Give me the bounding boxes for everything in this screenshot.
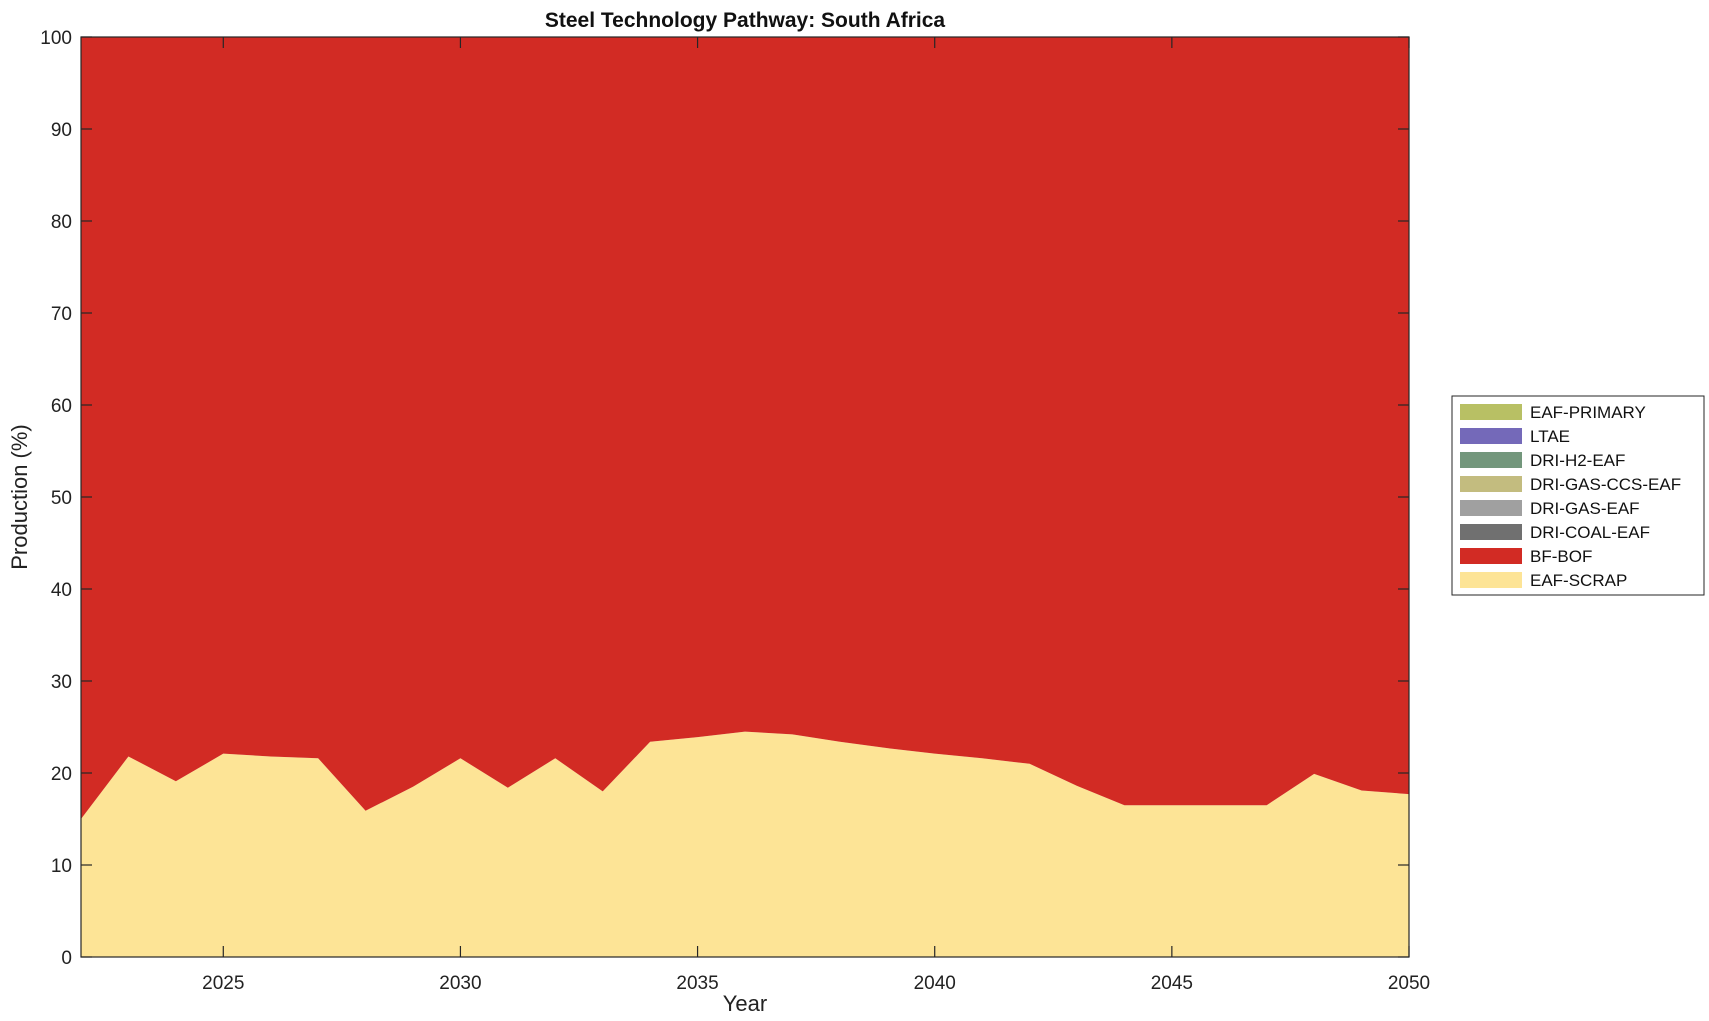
y-tick-label: 50 <box>51 488 72 509</box>
areas-layer <box>81 37 1409 957</box>
legend-swatch-bf-bof <box>1460 548 1522 564</box>
x-tick-label: 2045 <box>1151 973 1193 994</box>
legend-label-dri-gas-ccs-eaf: DRI-GAS-CCS-EAF <box>1530 475 1681 494</box>
x-tick-label: 2025 <box>202 973 244 994</box>
chart-title: Steel Technology Pathway: South Africa <box>545 9 946 32</box>
y-tick-label: 70 <box>51 304 72 325</box>
y-tick-label: 90 <box>51 120 72 141</box>
x-tick-label: 2040 <box>914 973 956 994</box>
legend-swatch-ltae <box>1460 428 1522 444</box>
y-tick-label: 40 <box>51 580 72 601</box>
legend-label-eaf-primary: EAF-PRIMARY <box>1530 403 1646 422</box>
legend-swatch-dri-gas-eaf <box>1460 500 1522 516</box>
legend-label-dri-gas-eaf: DRI-GAS-EAF <box>1530 499 1640 518</box>
area-series-eaf-scrap <box>81 731 1409 957</box>
y-tick-label: 20 <box>51 764 72 785</box>
y-tick-label: 30 <box>51 672 72 693</box>
legend-swatch-dri-gas-ccs-eaf <box>1460 476 1522 492</box>
y-tick-label: 10 <box>51 856 72 877</box>
y-tick-label: 100 <box>40 28 72 49</box>
y-tick-label: 0 <box>61 948 72 969</box>
area-series-bf-bof <box>81 37 1409 819</box>
y-tick-label: 60 <box>51 396 72 417</box>
x-tick-label: 2035 <box>676 973 718 994</box>
x-axis-title: Year <box>723 991 767 1016</box>
x-tick-label: 2030 <box>439 973 481 994</box>
legend-swatch-dri-h2-eaf <box>1460 452 1522 468</box>
legend-label-ltae: LTAE <box>1530 427 1570 446</box>
legend-swatch-eaf-primary <box>1460 404 1522 420</box>
legend-swatch-dri-coal-eaf <box>1460 524 1522 540</box>
x-tick-label: 2050 <box>1388 973 1430 994</box>
legend-label-dri-h2-eaf: DRI-H2-EAF <box>1530 451 1625 470</box>
legend-label-dri-coal-eaf: DRI-COAL-EAF <box>1530 523 1650 542</box>
y-tick-label: 80 <box>51 212 72 233</box>
legend-label-bf-bof: BF-BOF <box>1530 547 1592 566</box>
y-axis-title: Production (%) <box>7 424 32 570</box>
legend: EAF-PRIMARY LTAE DRI-H2-EAF DRI-GAS-CCS-EAF… <box>1451 395 1705 596</box>
legend-label-eaf-scrap: EAF-SCRAP <box>1530 571 1627 590</box>
legend-swatch-eaf-scrap <box>1460 572 1522 588</box>
